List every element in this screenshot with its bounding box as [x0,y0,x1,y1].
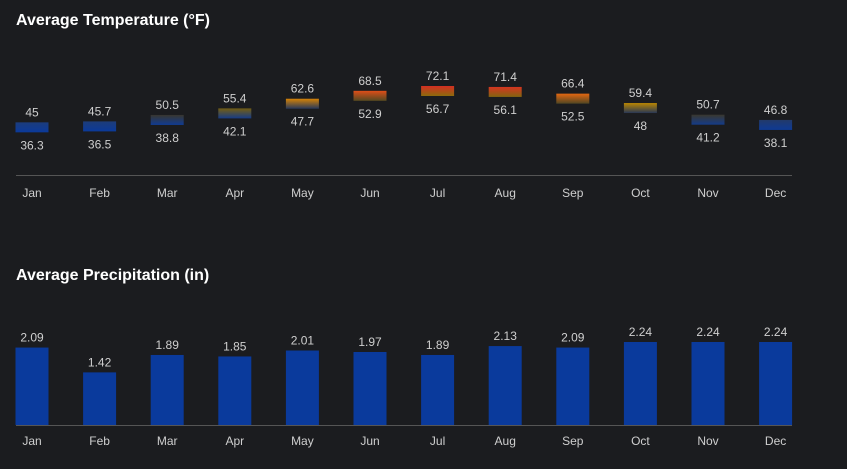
precip-bar [150,354,184,425]
precip-bar [285,350,319,425]
precip-value-label: 2.24 [629,325,653,339]
temp-month-label: Jan [22,186,41,200]
temp-low-label: 52.9 [358,107,382,121]
precip-month-label: Jan [22,434,41,448]
precip-bar [759,342,793,425]
temp-month-label: Aug [495,186,516,200]
precip-bar [691,342,725,425]
temp-high-label: 71.4 [494,70,518,84]
temp-low-label: 38.8 [156,131,180,145]
precip-bar [623,342,657,425]
precip-bar [556,347,590,425]
temp-month-label: Jun [360,186,379,200]
precip-value-label: 2.24 [764,325,788,339]
precip-value-label: 1.85 [223,339,247,353]
temp-low-label: 36.5 [88,137,112,151]
precip-month-label: Oct [631,434,650,448]
temp-range-bar [353,90,387,101]
temp-low-label: 48 [634,119,648,133]
precip-bar [421,354,455,425]
temp-month-label: Sep [562,186,584,200]
temp-high-label: 68.5 [358,74,382,88]
precip-month-label: Sep [562,434,584,448]
temp-month-label: Feb [89,186,110,200]
precip-bar [488,346,522,425]
temp-range-bar [691,114,725,125]
temp-range-bar [759,119,793,130]
temp-high-label: 72.1 [426,69,450,83]
temp-high-label: 45 [25,105,39,119]
precip-month-label: Apr [225,434,244,448]
temp-low-label: 41.2 [696,131,720,145]
precip-month-label: Mar [157,434,178,448]
temp-range-bar [623,103,657,114]
temp-range-bar [421,86,455,96]
temp-low-label: 42.1 [223,124,247,138]
temperature-chart: 45 36.3 Jan 45.7 36.5 Feb 50.5 38.8 Mar 55.4 42.1 A… [15,69,793,200]
precip-value-label: 2.13 [494,329,518,343]
precip-value-label: 2.01 [291,334,315,348]
temp-month-label: Mar [157,186,178,200]
precip-value-label: 1.89 [156,338,180,352]
precip-month-label: Feb [89,434,110,448]
precip-value-label: 2.09 [20,331,44,345]
temp-low-label: 38.1 [764,136,788,150]
temp-range-bar [556,93,590,104]
temp-low-label: 47.7 [291,115,315,129]
temp-low-label: 56.1 [494,103,518,117]
temp-range-bar [488,86,522,97]
temp-high-label: 59.4 [629,86,653,100]
precip-value-label: 1.97 [358,335,382,349]
temp-month-label: Jul [430,186,445,200]
temp-low-label: 56.7 [426,102,450,116]
precip-bar [353,352,387,425]
temp-range-bar [150,114,184,125]
temp-month-label: May [291,186,314,200]
precip-month-label: Jul [430,434,445,448]
temp-range-bar [285,98,319,109]
temp-range-bar [83,121,117,132]
temp-high-label: 55.4 [223,91,247,105]
temp-month-label: Nov [697,186,718,200]
temp-low-label: 36.3 [20,138,44,152]
precip-month-label: May [291,434,314,448]
temp-high-label: 62.6 [291,82,315,96]
temp-high-label: 46.8 [764,103,788,117]
precip-value-label: 2.24 [696,325,720,339]
temp-high-label: 50.5 [156,98,180,112]
precip-value-label: 2.09 [561,331,585,345]
precip-month-label: Nov [697,434,718,448]
temp-high-label: 50.7 [696,98,720,112]
temp-low-label: 52.5 [561,110,585,124]
temp-range-bar [218,108,252,119]
precip-bar [218,356,252,425]
precip-month-label: Dec [765,434,786,448]
temperature-chart-title: Average Temperature (°F) [16,12,211,29]
temp-month-label: Apr [225,186,244,200]
precip-bar [83,372,117,425]
temp-high-label: 45.7 [88,104,112,118]
temp-high-label: 66.4 [561,77,585,91]
precip-month-label: Jun [360,434,379,448]
precipitation-chart-title: Average Precipitation (in) [16,267,210,284]
temp-month-label: Oct [631,186,650,200]
temp-month-label: Dec [765,186,786,200]
precip-value-label: 1.42 [88,355,112,369]
precip-value-label: 1.89 [426,338,450,352]
precip-bar [15,347,49,425]
precip-month-label: Aug [495,434,516,448]
temp-range-bar [15,122,49,133]
